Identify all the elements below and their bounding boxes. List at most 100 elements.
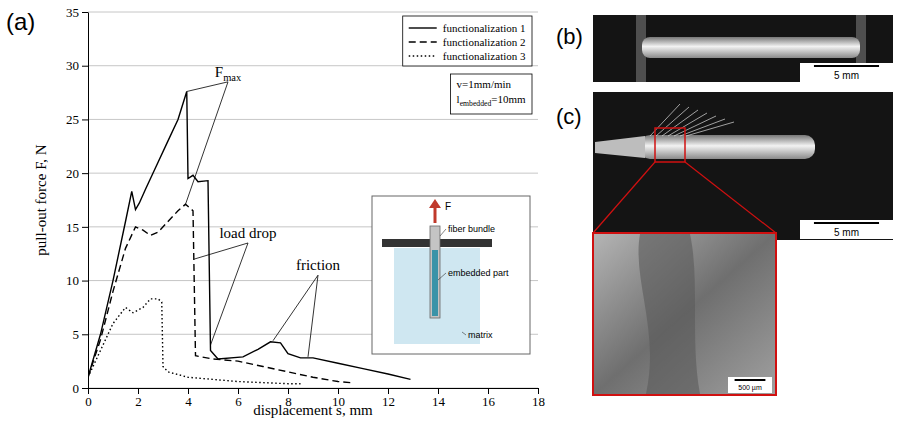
scale-bar [814, 222, 879, 224]
tick-label: 14 [432, 394, 446, 409]
grid-line [88, 173, 538, 174]
inset-label: fiber bundle [448, 224, 495, 234]
leader-line [308, 275, 318, 357]
scale-bar-box [800, 220, 893, 239]
fiber-bundle [430, 226, 440, 318]
tick: 20 [66, 166, 88, 181]
series-line [88, 91, 411, 379]
scale-bar [814, 65, 879, 67]
detail-link [685, 162, 776, 233]
legend-label: functionalization 3 [443, 50, 526, 62]
tick: 10 [66, 273, 88, 288]
tick-label: 18 [532, 394, 545, 409]
fiber-strand [668, 113, 707, 136]
tick: 14 [432, 388, 446, 409]
scale-bar-label: 5 mm [834, 70, 859, 81]
scale-bar-box [800, 63, 893, 82]
sem-fracture [639, 234, 700, 394]
leader-line [187, 82, 228, 92]
tick-mark [88, 388, 89, 394]
sem-image [593, 233, 776, 395]
scale-bar [735, 379, 766, 381]
tick: 6 [235, 388, 242, 409]
x-axis-title: displacement s, mm [253, 402, 373, 418]
tick-mark [82, 119, 88, 120]
legend-swatch [409, 27, 437, 28]
photo [593, 15, 893, 82]
detail-link [593, 162, 655, 233]
inset-leader [440, 229, 446, 236]
conditions: v=1mm/minlembedded=10mm [451, 74, 532, 114]
series-group [88, 91, 411, 383]
tick: 5 [73, 327, 89, 342]
tick: 0 [85, 388, 92, 409]
tick-mark [488, 388, 489, 394]
y-axis-title: pull-out force F, N [33, 144, 49, 255]
tick-mark [138, 388, 139, 394]
legend-label: functionalization 1 [443, 22, 526, 34]
panel-label: (a) [6, 8, 35, 35]
inset-leader [438, 273, 446, 280]
conditions-box [451, 74, 532, 114]
tick-mark [82, 66, 88, 67]
inset: Ffiber bundleembedded partmatrix [372, 196, 530, 354]
series-line [88, 299, 301, 384]
fiber-end [595, 136, 645, 158]
fiber-strand [680, 119, 725, 136]
legend-box [403, 16, 532, 66]
tick: 12 [382, 388, 395, 409]
force-label: F [445, 201, 451, 212]
legend-label: functionalization 2 [443, 36, 526, 48]
tick-label: 35 [66, 5, 79, 20]
annotation: friction [296, 257, 341, 273]
leader-line [194, 243, 248, 259]
tick-label: 12 [382, 394, 395, 409]
tick-label: 20 [66, 166, 79, 181]
leader-line [211, 243, 249, 345]
legend: functionalization 1 functionalization 2 fu… [403, 16, 532, 66]
embedded-part [432, 250, 438, 316]
tick: 35 [66, 5, 88, 20]
tick: 15 [66, 220, 88, 235]
axis-line [88, 13, 89, 389]
text-part: F [215, 64, 223, 80]
tick-mark [82, 12, 88, 13]
tick-mark [82, 334, 88, 335]
annotations: Fmax load drop friction [186, 64, 341, 357]
tick-mark [338, 388, 339, 394]
legend-swatch [409, 41, 437, 42]
axis-line [89, 388, 539, 389]
tick: 30 [66, 58, 88, 73]
tick-label: 6 [235, 394, 242, 409]
condition: lembedded=10mm [457, 93, 526, 108]
grid [88, 12, 538, 388]
tick-label: 2 [135, 394, 142, 409]
tick: 18 [532, 388, 545, 409]
panel-label: (c) [556, 104, 582, 129]
scale-bar-label: 500 µm [738, 384, 762, 392]
tick-label: 30 [66, 58, 79, 73]
tick-label: 5 [73, 327, 80, 342]
tick-label: 15 [66, 220, 79, 235]
tick-mark [82, 281, 88, 282]
grid-line [88, 12, 538, 13]
grid-line [88, 119, 538, 120]
tick-label: 16 [482, 394, 496, 409]
subscript: embedded [460, 99, 492, 108]
fiber-strand [662, 110, 698, 136]
inset-frame [372, 196, 530, 354]
annotation: load drop [219, 225, 276, 241]
tick: 25 [66, 112, 88, 127]
tick-mark [82, 173, 88, 174]
force-arrow-head [429, 199, 441, 208]
annotation: Fmax [215, 64, 242, 84]
tick: 0 [73, 381, 89, 396]
tick-mark [82, 388, 88, 389]
force-arrow [434, 207, 437, 223]
tick: 2 [135, 388, 142, 409]
tick-mark [82, 227, 88, 228]
y-axis: 0 5 10 15 20 25 30 35 [66, 5, 89, 396]
leader-line [186, 82, 229, 204]
text-part: load drop [219, 225, 276, 241]
series-line [88, 204, 351, 382]
